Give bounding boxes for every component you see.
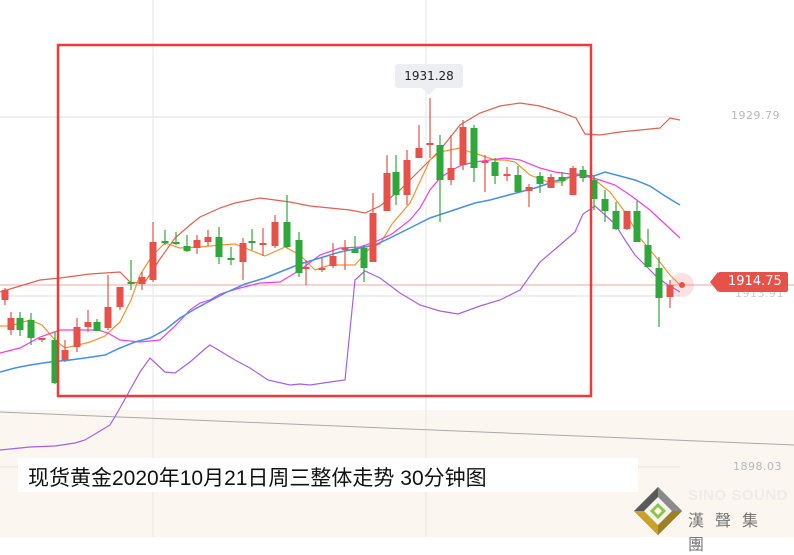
diamond-logo-icon [634, 487, 682, 535]
highlight-box [56, 43, 593, 398]
candles-group [1, 98, 674, 384]
candle [436, 145, 444, 180]
candle [514, 175, 522, 192]
candle [623, 211, 631, 229]
candle [579, 170, 587, 178]
candle [536, 176, 544, 184]
candle [601, 199, 609, 211]
candle [655, 268, 663, 298]
candle [51, 340, 59, 383]
candle [569, 168, 577, 195]
candle [415, 148, 423, 158]
candle [329, 256, 337, 266]
candle [295, 240, 303, 273]
candle [73, 327, 81, 347]
candle [138, 277, 146, 284]
candle [1, 290, 9, 300]
candle [302, 267, 310, 269]
candle [491, 162, 499, 176]
caption-text: 现货黄金2020年10月21日周三整体走势 30分钟图 [28, 467, 487, 490]
company-logo: SINO SOUND 漢聲集團 [628, 485, 794, 554]
logo-english: SINO SOUND [688, 487, 789, 504]
candle [612, 211, 620, 229]
candle [7, 318, 15, 330]
candle [525, 187, 533, 191]
candle [104, 307, 112, 328]
candle [27, 320, 35, 338]
candle [590, 180, 598, 199]
candle [248, 241, 256, 243]
candle [204, 237, 212, 242]
candle [239, 243, 247, 262]
candle [172, 242, 180, 244]
candle [271, 222, 279, 246]
candle [38, 338, 46, 340]
candle [392, 172, 400, 195]
candle [459, 127, 467, 165]
candle [116, 287, 124, 307]
chart-caption: 现货黄金2020年10月21日周三整体走势 30分钟图 [18, 458, 638, 492]
price-label-upper: 1929.79 [731, 109, 780, 122]
logo-chinese: 漢聲集團 [688, 513, 770, 554]
candle [369, 213, 377, 262]
candle [503, 174, 511, 176]
candle [149, 242, 157, 280]
candle [426, 143, 434, 145]
candle [16, 318, 24, 330]
candle [215, 237, 223, 257]
candle [318, 268, 326, 270]
candle [383, 173, 391, 211]
candle [470, 128, 478, 168]
price-label-lower: 1898.03 [733, 460, 782, 473]
candle [84, 322, 92, 327]
candle [193, 240, 201, 248]
candle [93, 322, 101, 331]
candle [403, 160, 411, 195]
candle [351, 249, 359, 253]
candle [61, 350, 69, 360]
candle [161, 241, 169, 243]
candle [283, 222, 291, 247]
candle [633, 211, 641, 242]
candle [127, 282, 135, 284]
candle [341, 248, 349, 250]
candle [481, 161, 489, 163]
candle [558, 177, 566, 181]
candle [644, 245, 652, 267]
candle [227, 258, 235, 260]
high-price-tooltip: 1931.28 [395, 64, 463, 95]
candle [360, 248, 368, 268]
candle [547, 177, 555, 188]
candle [666, 285, 674, 297]
candle [183, 246, 191, 251]
current-price-tag: 1914.75 [710, 272, 788, 292]
candle [259, 243, 267, 245]
candle [447, 168, 455, 180]
